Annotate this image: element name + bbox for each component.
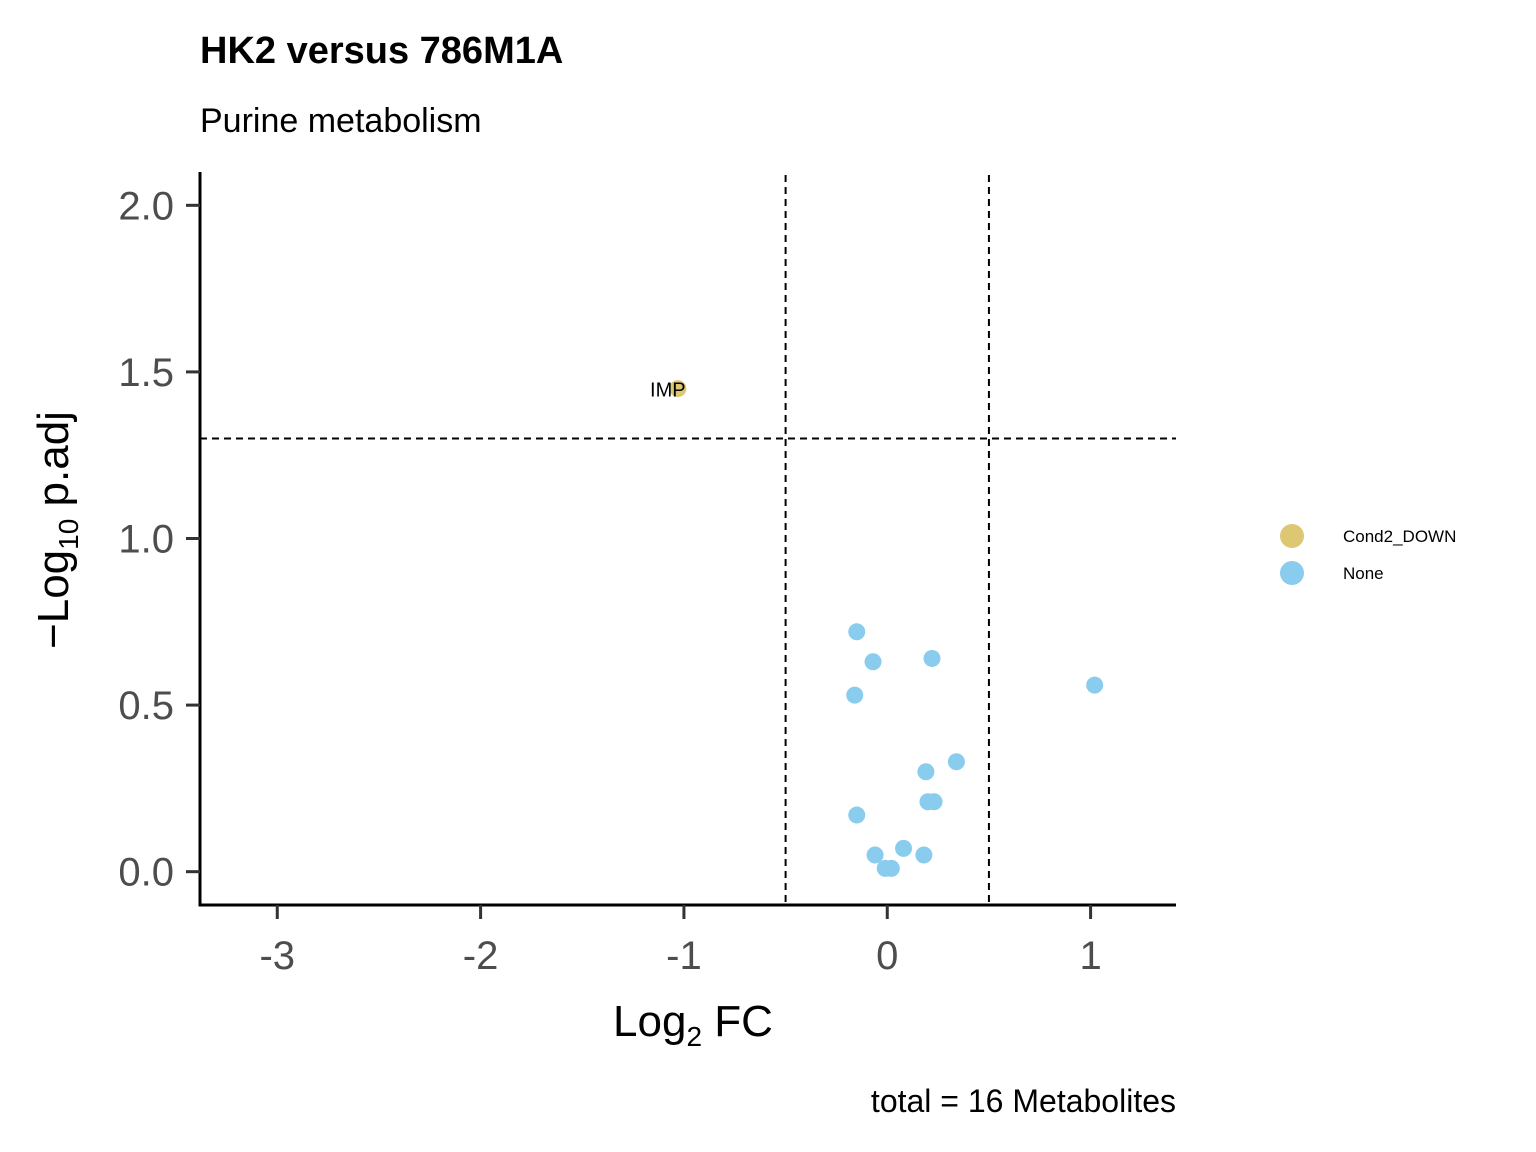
data-point <box>882 859 900 877</box>
data-point <box>848 623 866 641</box>
y-tick-label: 2.0 <box>118 184 174 228</box>
x-tick-label: -1 <box>666 934 702 978</box>
data-point <box>848 806 866 824</box>
x-tick-label: -3 <box>259 934 295 978</box>
data-point <box>947 753 965 771</box>
data-point <box>846 686 864 704</box>
data-point <box>669 380 687 398</box>
y-tick-label: 0.5 <box>118 684 174 728</box>
data-point <box>925 793 943 811</box>
x-axis-title: Log2 FC <box>613 997 773 1052</box>
data-point <box>923 649 941 667</box>
y-tick-label: 1.5 <box>118 351 174 395</box>
data-point <box>895 839 913 857</box>
data-point <box>866 846 884 864</box>
point-label: IMP <box>650 380 686 402</box>
y-axis-title: −Log10 p.adj <box>29 411 84 649</box>
chart-caption: total = 16 Metabolites <box>871 1083 1176 1119</box>
legend-label: None <box>1343 564 1384 583</box>
y-tick-label: 0.0 <box>118 851 174 895</box>
legend: Cond2_DOWN None <box>1280 524 1456 585</box>
data-point <box>864 653 882 671</box>
x-tick-label: 1 <box>1079 934 1101 978</box>
chart-subtitle: Purine metabolism <box>200 102 482 140</box>
chart-title: HK2 versus 786M1A <box>200 30 563 72</box>
plot-panel: -3 -2 -1 0 1 0.0 0.5 1.0 1.5 2.0 IMP <box>118 172 1176 978</box>
legend-key <box>1280 561 1304 585</box>
x-tick-label: -2 <box>463 934 499 978</box>
data-point <box>915 846 933 864</box>
data-point <box>1086 676 1104 694</box>
legend-label: Cond2_DOWN <box>1343 527 1456 546</box>
y-tick-label: 1.0 <box>118 518 174 562</box>
data-point <box>917 763 935 781</box>
legend-key <box>1280 524 1304 548</box>
x-tick-label: 0 <box>876 934 898 978</box>
